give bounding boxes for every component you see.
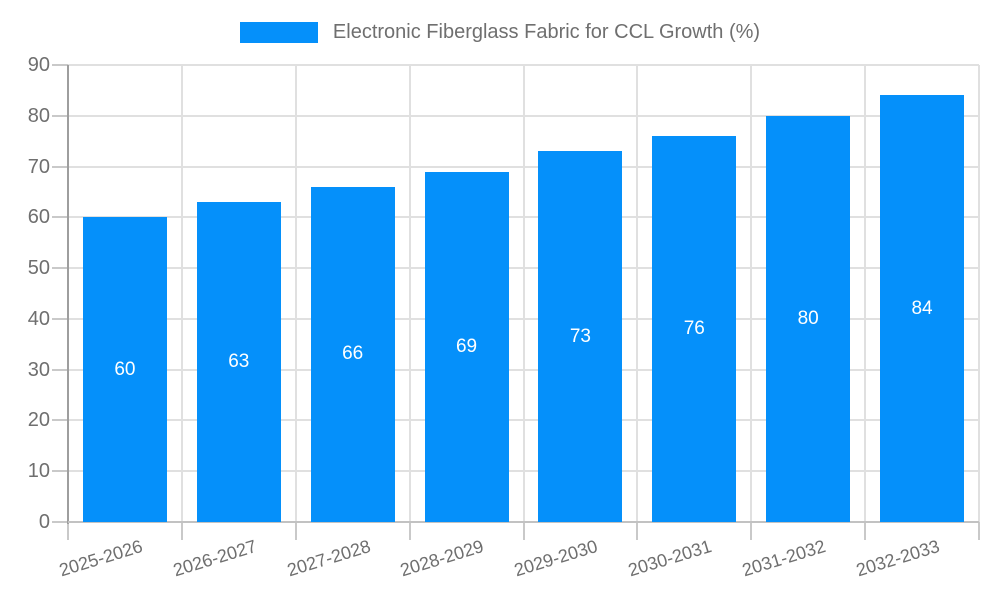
- bar-value-label: 73: [569, 325, 591, 347]
- x-axis-tick: [750, 522, 753, 540]
- bar-value-label: 66: [342, 343, 364, 365]
- bar[interactable]: [652, 136, 737, 522]
- bar[interactable]: [766, 115, 851, 522]
- y-axis-tick: [52, 114, 68, 117]
- x-axis-tick-label: 2030-2031: [625, 536, 715, 581]
- bar[interactable]: [196, 202, 281, 522]
- y-axis-tick-label: 80: [27, 104, 50, 127]
- y-axis-tick: [52, 470, 68, 473]
- x-axis-tick-label: 2028-2029: [398, 536, 487, 581]
- legend-label: Electronic Fiberglass Fabric for CCL Gro…: [332, 21, 761, 43]
- x-axis-tick: [522, 522, 525, 540]
- y-axis-tick-label: 90: [27, 54, 50, 76]
- x-axis-tick-label: 2027-2028: [284, 536, 373, 581]
- bar-value-label: 76: [683, 318, 705, 340]
- x-axis-tick-label: 2031-2032: [739, 536, 829, 581]
- y-axis-tick-label: 50: [27, 257, 50, 280]
- bar[interactable]: [880, 95, 965, 522]
- gridline-vertical: [294, 65, 297, 522]
- bar[interactable]: [538, 151, 623, 522]
- x-axis-tick: [294, 522, 297, 540]
- x-axis-tick: [636, 522, 639, 540]
- x-axis-tick-label: 2026-2027: [170, 536, 259, 581]
- x-axis-tick: [67, 522, 69, 540]
- y-axis-tick-label: 40: [27, 307, 50, 330]
- gridline-vertical: [180, 65, 183, 522]
- y-axis-tick-label: 0: [38, 511, 50, 533]
- x-axis-tick: [864, 522, 867, 540]
- y-axis-tick: [52, 317, 68, 320]
- y-axis-tick-label: 10: [27, 460, 50, 483]
- gridline-vertical: [864, 65, 867, 522]
- gridline-vertical: [522, 65, 525, 522]
- gridline-vertical: [750, 65, 753, 522]
- bar-value-label: 84: [911, 297, 933, 319]
- y-axis-tick: [52, 216, 68, 219]
- y-axis-tick: [52, 267, 68, 270]
- y-axis-tick-label: 30: [27, 358, 50, 381]
- y-axis-tick: [52, 64, 68, 66]
- y-axis-tick: [52, 368, 68, 371]
- bar-value-label: 63: [228, 351, 250, 373]
- chart-legend[interactable]: Electronic Fiberglass Fabric for CCL Gro…: [0, 21, 1000, 44]
- bar-value-label: 60: [114, 358, 136, 380]
- legend-swatch[interactable]: [239, 22, 318, 43]
- x-axis-tick: [408, 522, 411, 540]
- gridline-vertical: [636, 65, 639, 522]
- y-axis-tick: [52, 165, 68, 168]
- x-axis-tick: [978, 522, 980, 540]
- bar[interactable]: [310, 186, 395, 522]
- y-axis-tick: [52, 521, 68, 523]
- gridline-vertical: [408, 65, 411, 522]
- x-axis-tick-label: 2032-2033: [853, 536, 942, 581]
- y-axis-tick-label: 20: [27, 409, 50, 432]
- x-axis-tick: [180, 522, 183, 540]
- bar[interactable]: [82, 217, 167, 522]
- x-axis-tick-label: 2025-2026: [56, 536, 145, 581]
- bar-value-label: 69: [455, 335, 478, 357]
- gridline-vertical: [978, 65, 980, 522]
- x-axis-tick-label: 2029-2030: [512, 536, 601, 581]
- y-axis-tick-label: 70: [27, 155, 50, 178]
- bar[interactable]: [424, 171, 509, 522]
- x-axis-line: [68, 521, 979, 523]
- y-axis-tick-label: 60: [27, 206, 50, 229]
- bar-value-label: 80: [797, 307, 819, 329]
- y-axis-tick: [52, 419, 68, 422]
- y-axis-line: [67, 65, 69, 524]
